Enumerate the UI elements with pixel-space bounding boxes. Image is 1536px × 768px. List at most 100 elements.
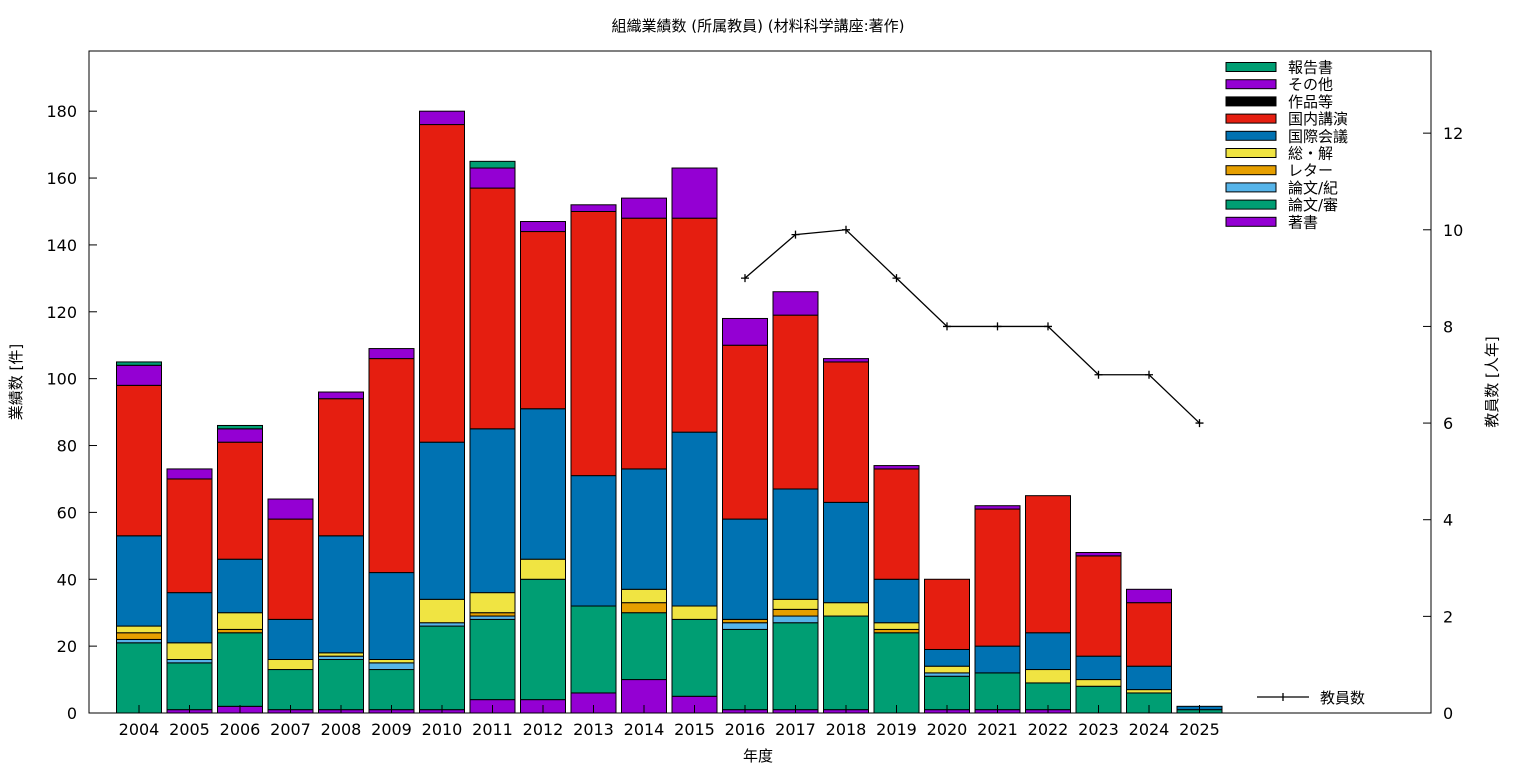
line-point-4 bbox=[943, 322, 951, 331]
y-tick-label-60: 60 bbox=[57, 503, 77, 522]
bar-segment-2023-5 bbox=[1075, 655, 1122, 681]
y-tick-label-20: 20 bbox=[57, 637, 77, 656]
bar-segment-2006-5 bbox=[217, 558, 263, 614]
bar-segment-2019-6 bbox=[873, 468, 920, 580]
bar-segment-2016-3 bbox=[722, 618, 768, 624]
bar-segment-2024-4 bbox=[1126, 689, 1172, 694]
bar-segment-2010-6 bbox=[419, 124, 465, 443]
legend-label-9: 著書 bbox=[1288, 213, 1318, 231]
bar-segment-2018-8 bbox=[823, 358, 869, 363]
bar-segment-2018-1 bbox=[823, 615, 869, 711]
bar-segment-2019-3 bbox=[873, 628, 920, 634]
bar-segment-2011-1 bbox=[469, 618, 516, 701]
bar-segment-2022-6 bbox=[1025, 495, 1071, 634]
bar-segment-2008-1 bbox=[318, 659, 364, 711]
legend-label-3: 国内講演 bbox=[1288, 110, 1348, 128]
x-tick-label-2017: 2017 bbox=[775, 720, 816, 739]
bar-segment-2012-6 bbox=[520, 231, 566, 410]
line-point-3 bbox=[892, 274, 901, 283]
bar-segment-2011-8 bbox=[469, 167, 516, 189]
bar-segment-2013-1 bbox=[570, 605, 617, 694]
bar-segment-2009-1 bbox=[368, 669, 415, 711]
bar-segment-2013-8 bbox=[570, 204, 617, 212]
bar-segment-2020-2 bbox=[924, 672, 970, 677]
bar-segment-2005-6 bbox=[166, 478, 213, 594]
bar-segment-2008-6 bbox=[318, 398, 364, 537]
bar-segment-2020-5 bbox=[924, 648, 970, 667]
y-axis-label: 業績数 [件] bbox=[7, 344, 25, 420]
line-series-path bbox=[744, 229, 1200, 424]
y-tick-label-140: 140 bbox=[46, 236, 77, 255]
line-point-7 bbox=[1094, 370, 1103, 379]
x-tick-label-2015: 2015 bbox=[674, 720, 715, 739]
x-tick-label-2013: 2013 bbox=[573, 720, 614, 739]
bar-segment-2021-8 bbox=[974, 505, 1021, 510]
line-point-9 bbox=[1195, 419, 1204, 428]
x-tick-label-2014: 2014 bbox=[624, 720, 665, 739]
bar-segment-2011-9 bbox=[469, 160, 516, 169]
y-tick-label-160: 160 bbox=[46, 169, 77, 188]
line-point-8 bbox=[1145, 370, 1153, 379]
y-tick-label-180: 180 bbox=[46, 102, 77, 121]
bar-segment-2014-8 bbox=[621, 197, 667, 219]
bar-segment-2015-4 bbox=[671, 605, 718, 620]
legend-label-4: 国際会議 bbox=[1288, 127, 1348, 145]
bar-segment-2009-4 bbox=[368, 659, 415, 664]
x-tick-label-2009: 2009 bbox=[371, 720, 412, 739]
bar-segment-2019-4 bbox=[873, 622, 920, 630]
bar-segment-2004-8 bbox=[116, 364, 162, 386]
bar-segment-2006-6 bbox=[217, 441, 263, 560]
bar-segment-2017-6 bbox=[772, 314, 819, 490]
bar-segment-2016-1 bbox=[722, 628, 768, 711]
bar-segment-2017-2 bbox=[772, 615, 819, 624]
y-tick-label-100: 100 bbox=[46, 370, 77, 389]
legend-swatch-2 bbox=[1225, 96, 1277, 107]
bar-segment-2014-1 bbox=[621, 612, 667, 681]
y2-tick-label-2: 2 bbox=[1443, 607, 1453, 626]
line-legend-sample bbox=[1257, 693, 1309, 701]
x-tick-label-2021: 2021 bbox=[977, 720, 1018, 739]
line-point-6 bbox=[1044, 322, 1052, 331]
bar-segment-2010-1 bbox=[419, 625, 465, 711]
bar-segment-2004-6 bbox=[116, 384, 162, 537]
bar-segment-2012-5 bbox=[520, 408, 566, 560]
x-tick-label-2019: 2019 bbox=[876, 720, 917, 739]
x-tick-label-2011: 2011 bbox=[472, 720, 513, 739]
bar-segment-2008-8 bbox=[318, 391, 364, 400]
bar-segment-2007-4 bbox=[267, 659, 314, 671]
legend-label-6: レター bbox=[1288, 162, 1333, 180]
bar-segment-2007-5 bbox=[267, 618, 314, 661]
bar-segment-2018-4 bbox=[823, 602, 869, 617]
bar-segment-2010-8 bbox=[419, 110, 465, 126]
bar-segment-2009-8 bbox=[368, 348, 415, 360]
x-tick-label-2025: 2025 bbox=[1179, 720, 1220, 739]
legend-swatch-8 bbox=[1225, 199, 1277, 210]
bar-segment-2009-5 bbox=[368, 572, 415, 661]
bar-segment-2024-6 bbox=[1126, 602, 1172, 667]
x-tick-label-2012: 2012 bbox=[523, 720, 564, 739]
bar-segment-2010-5 bbox=[419, 441, 465, 600]
line-point-1 bbox=[791, 230, 800, 239]
bar-segment-2004-1 bbox=[116, 642, 162, 714]
bar-segment-2010-4 bbox=[419, 598, 465, 624]
bar-segment-2005-1 bbox=[166, 662, 213, 711]
x-tick-label-2022: 2022 bbox=[1028, 720, 1069, 739]
bar-segment-2014-6 bbox=[621, 217, 667, 470]
x-tick-label-2007: 2007 bbox=[270, 720, 311, 739]
legend-swatch-4 bbox=[1225, 130, 1277, 141]
legend-swatch-9 bbox=[1225, 216, 1277, 227]
y2-axis: 0 2 4 6 8 10 12 bbox=[1423, 124, 1463, 723]
bar-segment-2007-8 bbox=[267, 498, 314, 520]
bar-segment-2004-5 bbox=[116, 535, 162, 627]
y-axis: 0 20 40 60 80 100 120 140 160 180 bbox=[46, 102, 97, 723]
legend-label-5: 総・解 bbox=[1288, 145, 1333, 163]
bar-segment-2020-1 bbox=[924, 675, 970, 711]
x-tick-label-2008: 2008 bbox=[321, 720, 362, 739]
bar-segment-2022-4 bbox=[1025, 669, 1071, 684]
bar-segment-2021-6 bbox=[974, 508, 1021, 647]
legend-label-2: 作品等 bbox=[1288, 93, 1333, 111]
line-point-2 bbox=[842, 225, 850, 234]
x-tick-label-2006: 2006 bbox=[220, 720, 261, 739]
bar-segment-2005-8 bbox=[166, 468, 213, 480]
